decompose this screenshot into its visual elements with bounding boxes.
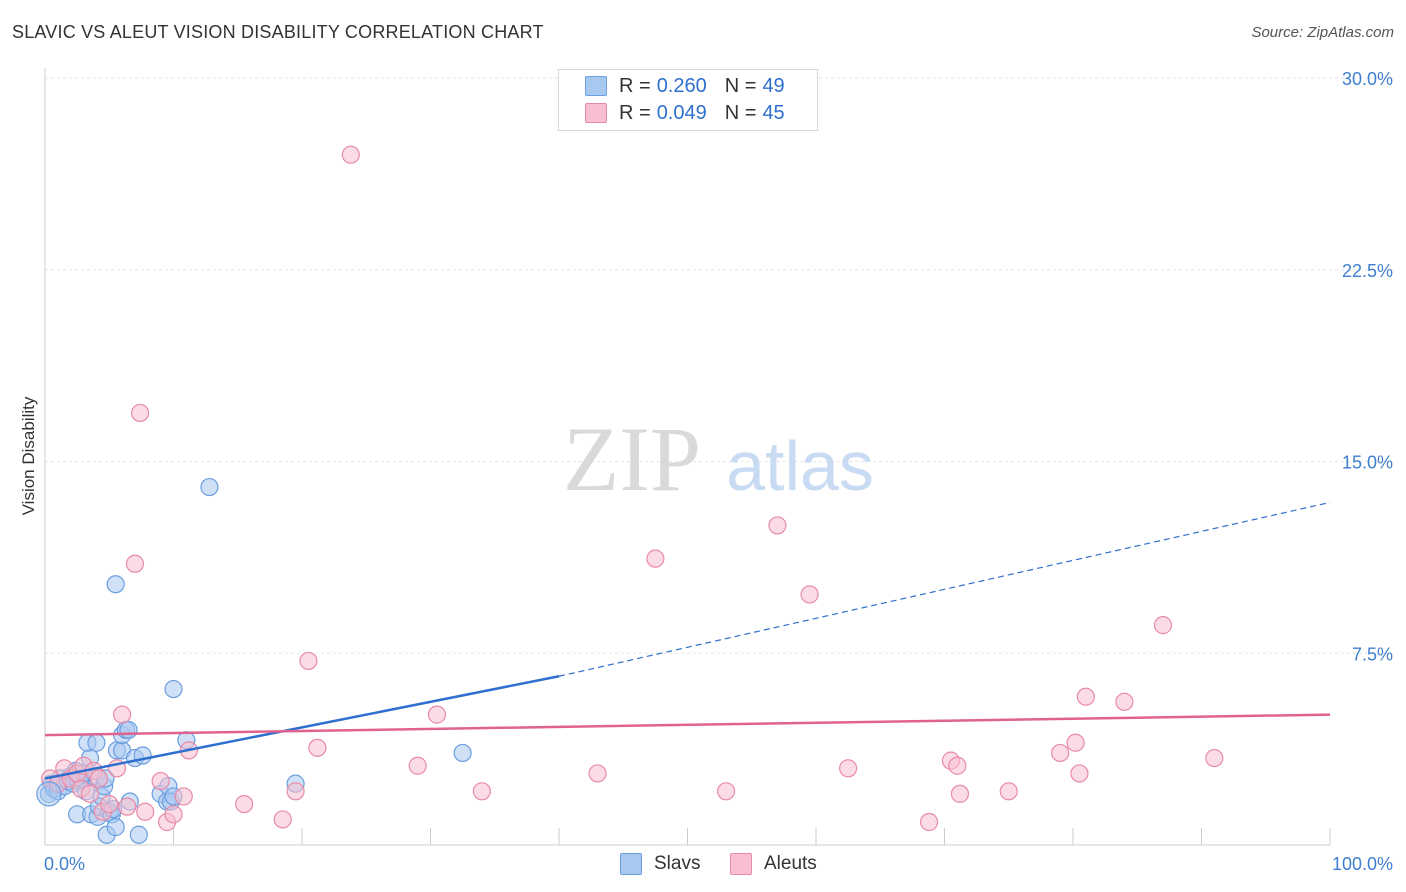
point-slavs (106, 575, 125, 594)
x-tick-label: 0.0% (44, 854, 85, 874)
point-aleuts (427, 705, 447, 724)
point-aleuts (999, 782, 1018, 801)
point-aleuts (341, 145, 360, 164)
chart-title: SLAVIC VS ALEUT VISION DISABILITY CORREL… (12, 22, 544, 42)
legend-row-aleuts: R = 0.049 N = 45 (559, 100, 785, 126)
x-tick-label: 100.0% (1332, 854, 1393, 874)
point-aleuts (151, 771, 170, 791)
point-aleuts (800, 585, 819, 604)
point-aleuts (174, 787, 193, 806)
point-aleuts (1051, 743, 1070, 763)
legend-r-value: 0.049 (656, 101, 707, 124)
x-tick-labels: 0.0% 100.0% (44, 854, 1393, 874)
point-aleuts (164, 805, 183, 824)
stats-legend: R = 0.260 N = 49 R = 0.049 N = 45 (558, 69, 818, 131)
trend-line-slavs-extension (558, 501, 1331, 677)
point-aleuts (408, 756, 427, 775)
legend-swatch-slavs (585, 76, 607, 96)
point-aleuts (1205, 748, 1224, 768)
y-tick-label: 22.5% (1342, 261, 1393, 281)
point-aleuts (286, 782, 305, 801)
legend-swatch-aleuts (585, 103, 607, 123)
y-tick-label: 30.0% (1342, 69, 1393, 89)
legend-n-value: 49 (762, 74, 785, 97)
point-slavs (87, 733, 106, 752)
point-aleuts (839, 759, 858, 778)
point-aleuts (125, 554, 145, 573)
y-axis-label: Vision Disability (19, 396, 38, 515)
point-aleuts (89, 769, 109, 788)
point-slavs (164, 679, 183, 699)
legend-r-value: 0.260 (656, 74, 707, 97)
y-tick-label: 7.5% (1352, 644, 1393, 664)
watermark-atlas: atlas (726, 427, 874, 505)
point-slavs (129, 825, 148, 844)
point-aleuts (112, 705, 132, 724)
trend-line-aleuts (44, 713, 1331, 737)
point-aleuts (118, 797, 137, 816)
point-aleuts (646, 549, 665, 568)
legend-r-label: R = (619, 74, 651, 97)
y-tick-label: 15.0% (1342, 453, 1393, 473)
point-aleuts (768, 516, 787, 535)
point-slavs (453, 743, 472, 763)
point-aleuts (299, 651, 318, 671)
point-aleuts (1070, 764, 1089, 783)
bottom-legend-slavs: Slavs (620, 852, 700, 876)
bottom-legend-swatch-aleuts (730, 853, 752, 875)
bottom-legend-label-aleuts: Aleuts (764, 853, 817, 874)
point-aleuts (100, 794, 119, 814)
point-aleuts (130, 403, 150, 423)
point-aleuts (472, 782, 491, 801)
point-slavs (200, 477, 219, 497)
trend-line-slavs (44, 675, 560, 780)
point-slavs-cluster (36, 781, 62, 807)
point-aleuts (273, 810, 292, 829)
point-aleuts (80, 784, 100, 803)
axes (44, 68, 1331, 846)
bottom-legend-swatch-slavs (620, 853, 642, 875)
y-tick-labels: 7.5% 15.0% 22.5% 30.0% (1342, 69, 1393, 664)
point-slavs (106, 818, 125, 837)
grid-lines (45, 77, 1392, 654)
point-aleuts (716, 782, 736, 801)
point-aleuts (588, 764, 607, 783)
bottom-legend-label-slavs: Slavs (654, 853, 701, 874)
point-aleuts (1066, 733, 1085, 752)
legend-n-label: N = (724, 101, 757, 124)
point-slavs (119, 720, 138, 740)
point-aleuts (1115, 692, 1134, 711)
point-aleuts (948, 756, 967, 775)
legend-n-value: 45 (762, 101, 785, 124)
source-label: Source: ZipAtlas.com (1251, 24, 1394, 41)
legend-row-slavs: R = 0.260 N = 49 (559, 73, 785, 99)
point-aleuts (235, 794, 254, 814)
trend-lines (44, 501, 1331, 780)
bottom-legend-aleuts: Aleuts (730, 852, 817, 876)
point-aleuts (1153, 616, 1173, 635)
point-aleuts (950, 784, 970, 803)
point-aleuts (308, 738, 327, 757)
legend-n-label: N = (724, 74, 757, 97)
point-aleuts (136, 802, 155, 821)
watermark: ZIP atlas (563, 408, 874, 510)
point-aleuts (1076, 687, 1095, 706)
legend-r-label: R = (619, 101, 651, 124)
point-aleuts (919, 812, 939, 832)
watermark-zip: ZIP (563, 408, 701, 510)
